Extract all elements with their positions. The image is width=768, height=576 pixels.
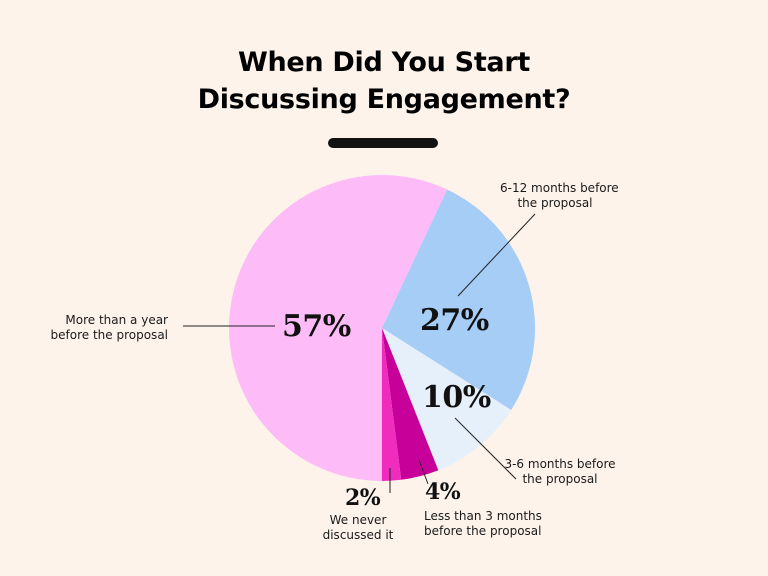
slice-label-6-12-months: 6-12 months before the proposal [500, 181, 619, 211]
slice-value-less-than-3-months: 4% [425, 479, 461, 505]
slice-value-3-6-months: 10% [422, 380, 491, 415]
slice-label-less-than-3-months: Less than 3 months before the proposal [424, 509, 554, 539]
chart-title-line-1: When Did You Start [238, 47, 530, 78]
slice-label-line: We never [329, 513, 387, 527]
slice-label-line: More than a year [65, 313, 168, 327]
pie-slice-more-than-a-year [228, 175, 448, 482]
slice-label-line: 6-12 months before [500, 181, 619, 195]
slice-label-line: 3-6 months before [504, 457, 616, 471]
chart-title: When Did You Start Discussing Engagement… [0, 44, 768, 118]
slice-label-line: Less than 3 months [424, 509, 542, 523]
title-divider [328, 138, 438, 148]
slice-label-line: discussed it [322, 528, 394, 542]
leader-line-3-6-months [454, 417, 517, 480]
pie-slice-6-12-months [382, 189, 535, 410]
pie-slice-less-than-3-months [382, 328, 439, 480]
leader-line-less-than-3-months [418, 459, 429, 485]
chart-title-line-2: Discussing Engagement? [197, 84, 571, 115]
slice-label-line: before the proposal [424, 524, 542, 538]
slice-value-never-discussed: 2% [345, 485, 381, 511]
slice-label-line: before the proposal [50, 328, 168, 342]
slice-label-3-6-months: 3-6 months before the proposal [500, 457, 620, 487]
pie-slice-never-discussed [382, 328, 402, 481]
slice-label-line: the proposal [522, 472, 598, 486]
slice-label-more-than-a-year: More than a year before the proposal [48, 313, 168, 343]
slice-label-never-discussed: We never discussed it [318, 513, 398, 543]
pie-slice-3-6-months [382, 328, 512, 471]
leader-line-6-12-months [457, 213, 536, 297]
slice-value-6-12-months: 27% [420, 303, 489, 338]
slice-value-more-than-a-year: 57% [282, 309, 351, 344]
slice-label-line: the proposal [517, 196, 593, 210]
